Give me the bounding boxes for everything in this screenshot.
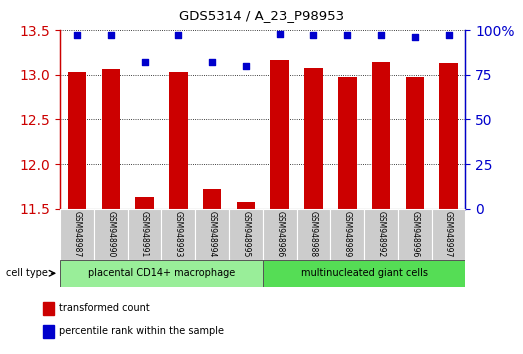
Text: GSM948990: GSM948990 <box>106 211 115 258</box>
Bar <box>236 202 255 209</box>
Text: GSM948988: GSM948988 <box>309 211 318 258</box>
Bar <box>101 69 120 209</box>
Text: GSM948989: GSM948989 <box>343 211 352 258</box>
Text: multinucleated giant cells: multinucleated giant cells <box>301 268 428 279</box>
Bar <box>331 209 364 260</box>
Text: transformed count: transformed count <box>59 303 150 313</box>
Bar <box>270 59 289 209</box>
Text: GSM948993: GSM948993 <box>174 211 183 258</box>
Bar <box>229 209 263 260</box>
Bar <box>297 209 331 260</box>
Text: placental CD14+ macrophage: placental CD14+ macrophage <box>88 268 235 279</box>
Bar <box>203 189 221 209</box>
Bar <box>135 197 154 209</box>
Text: cell type: cell type <box>6 268 48 278</box>
Bar <box>398 209 431 260</box>
Text: GSM948997: GSM948997 <box>444 211 453 258</box>
Text: GSM948987: GSM948987 <box>73 211 82 258</box>
Bar <box>405 78 424 209</box>
Text: GSM948992: GSM948992 <box>377 211 385 258</box>
Bar <box>169 72 188 209</box>
Text: GSM948991: GSM948991 <box>140 211 149 258</box>
Bar <box>68 72 86 209</box>
Bar <box>128 209 162 260</box>
Bar <box>439 63 458 209</box>
Bar <box>431 209 465 260</box>
Text: percentile rank within the sample: percentile rank within the sample <box>59 326 224 336</box>
Text: GSM948996: GSM948996 <box>411 211 419 258</box>
Text: GSM948994: GSM948994 <box>208 211 217 258</box>
Point <box>208 59 217 65</box>
Point <box>309 33 317 38</box>
Bar <box>60 209 94 260</box>
Text: GDS5314 / A_23_P98953: GDS5314 / A_23_P98953 <box>179 9 344 22</box>
Bar <box>263 209 297 260</box>
Point <box>140 59 149 65</box>
Bar <box>364 209 398 260</box>
Bar <box>263 260 465 287</box>
Text: GSM948995: GSM948995 <box>242 211 251 258</box>
Bar <box>43 325 53 338</box>
Bar <box>94 209 128 260</box>
Bar <box>60 260 263 287</box>
Point <box>276 31 284 36</box>
Point <box>411 34 419 40</box>
Bar <box>195 209 229 260</box>
Bar <box>372 62 390 209</box>
Point <box>343 33 351 38</box>
Point <box>174 33 183 38</box>
Point <box>242 63 250 69</box>
Point <box>73 33 81 38</box>
Point <box>107 33 115 38</box>
Text: GSM948986: GSM948986 <box>275 211 284 258</box>
Point <box>445 33 453 38</box>
Bar <box>304 68 323 209</box>
Point <box>377 33 385 38</box>
Bar <box>338 78 357 209</box>
Bar <box>43 302 53 315</box>
Bar <box>162 209 195 260</box>
